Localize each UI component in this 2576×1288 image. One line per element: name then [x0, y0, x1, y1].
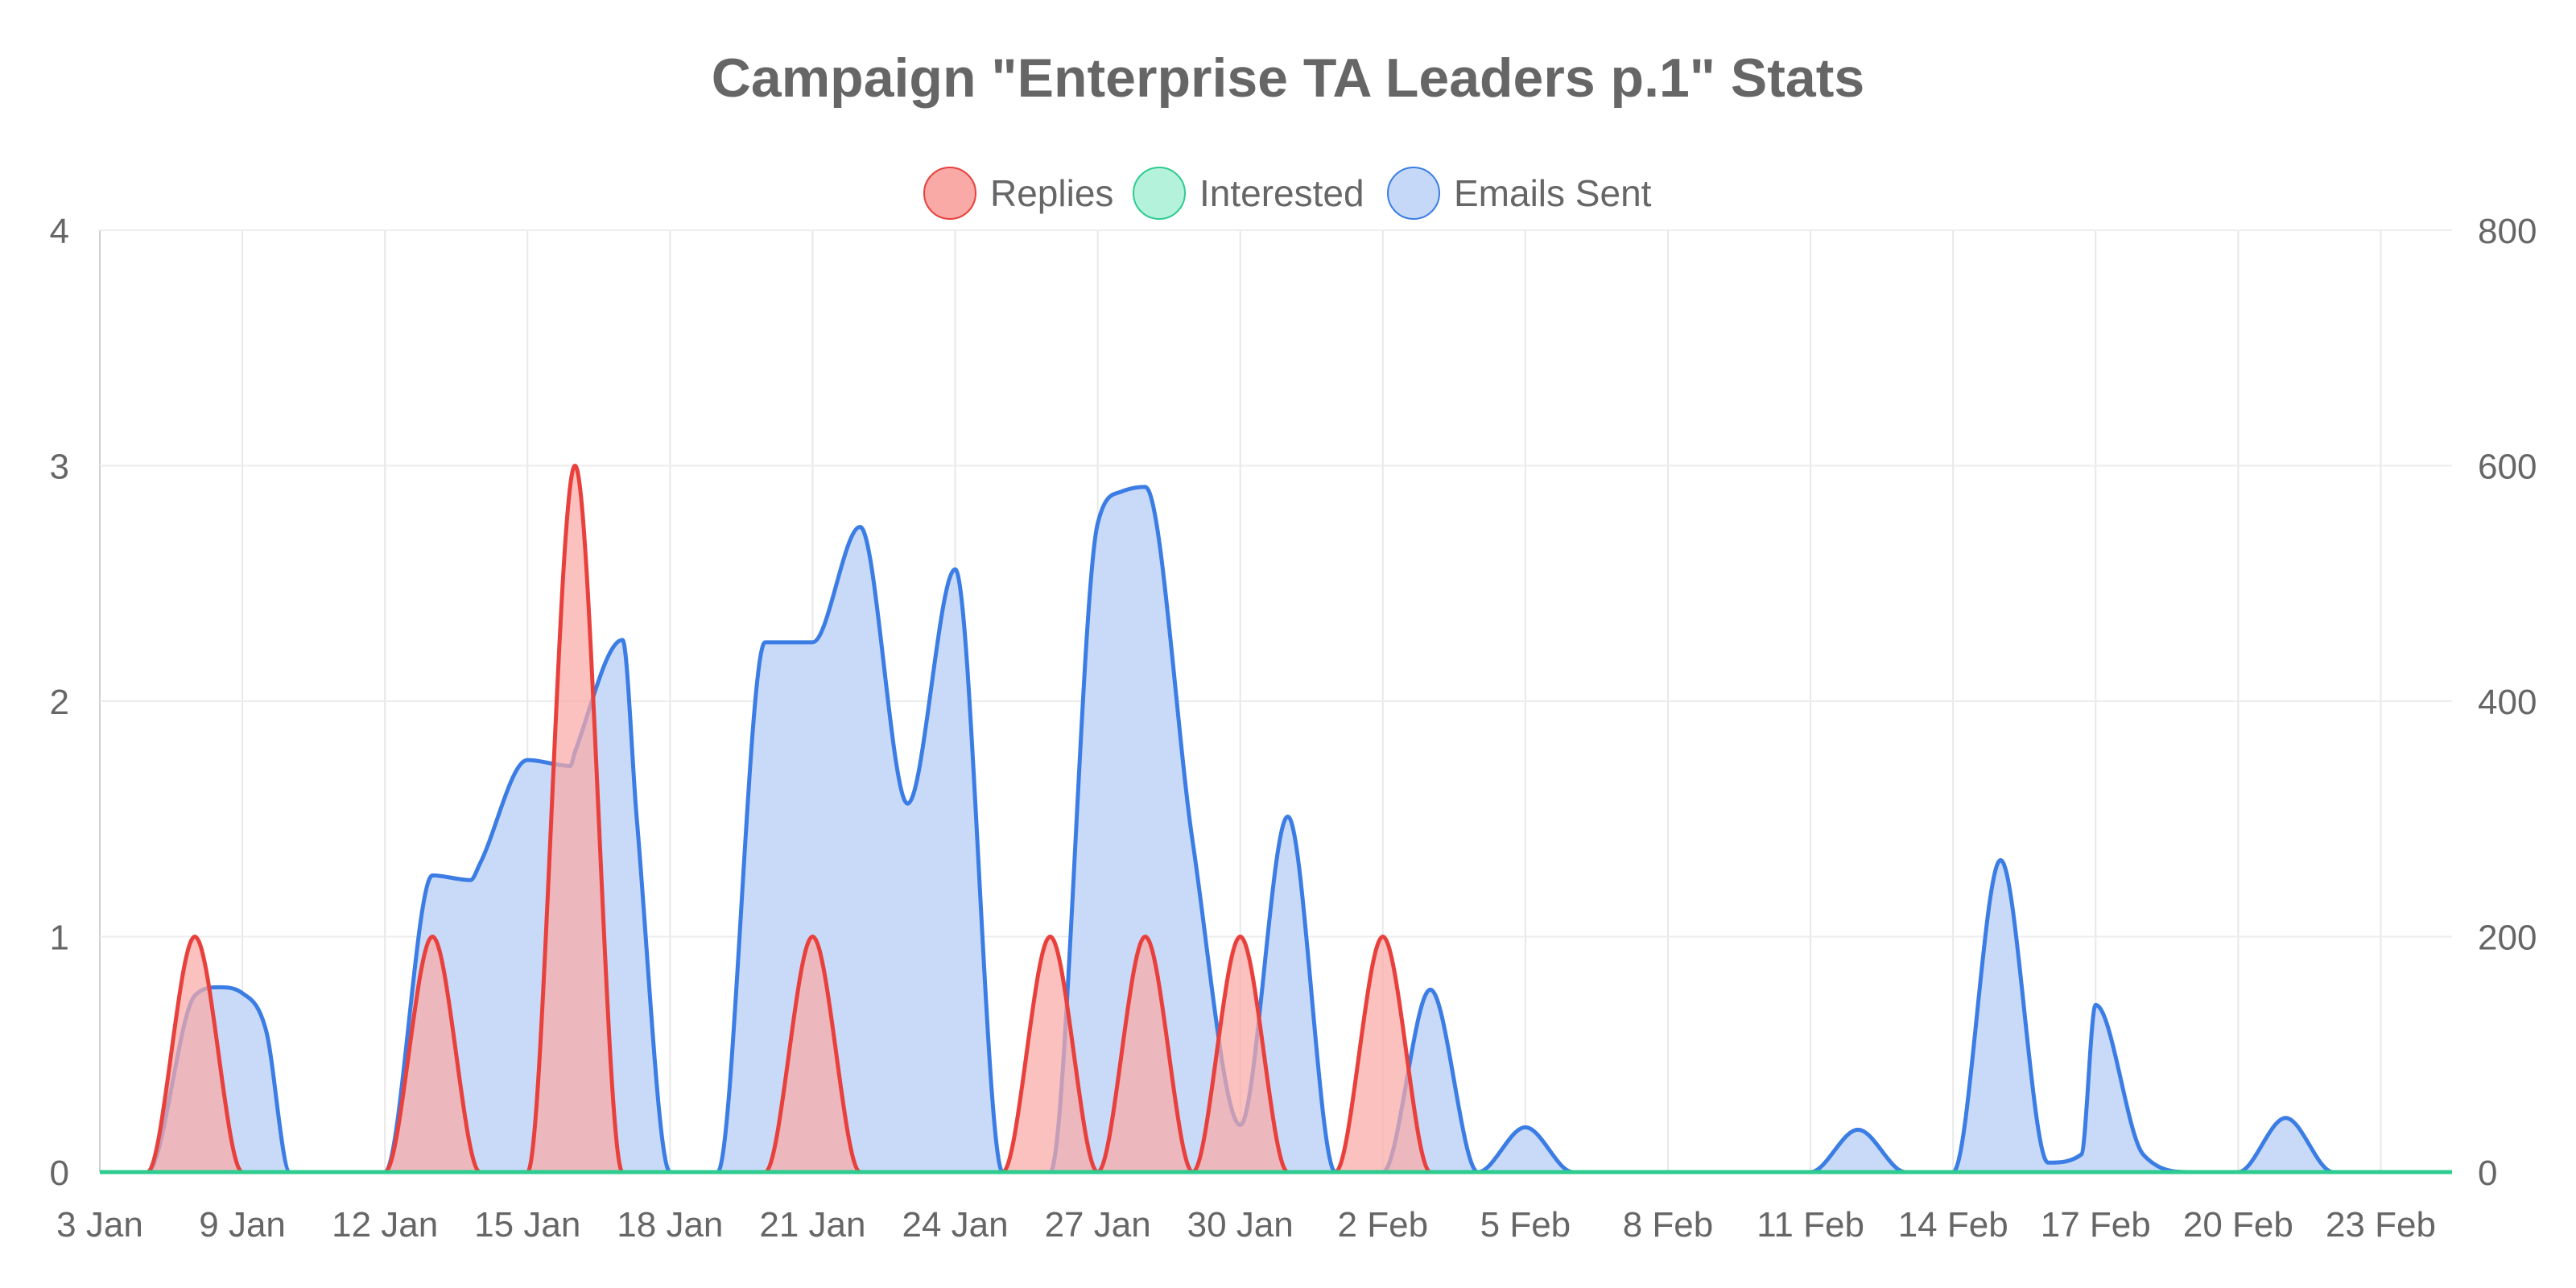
legend-swatch-replies: [923, 167, 976, 220]
y-right-tick-label: 200: [2478, 919, 2537, 958]
series-line-emails-sent: [100, 485, 2453, 1174]
x-tick-label: 14 Feb: [1898, 1205, 2008, 1245]
x-tick-label: 17 Feb: [2041, 1205, 2151, 1245]
y-left-tick-label: 1: [50, 919, 69, 958]
series-layer: [100, 464, 2453, 1174]
axis-layer: 3 Jan 9 Jan 12 Jan 15 Jan 18 Jan 21 Jan 24 Jan…: [50, 212, 2537, 1245]
x-tick-label: 3 Jan: [56, 1205, 143, 1245]
legend-label-replies: Replies: [990, 172, 1113, 214]
legend: Replies Interested Emails Sent: [923, 167, 1652, 220]
chart-title: Campaign "Enterprise TA Leaders p.1" Sta…: [712, 47, 1864, 109]
x-tick-label: 30 Jan: [1187, 1205, 1294, 1245]
x-tick-label: 21 Jan: [759, 1205, 865, 1245]
x-tick-label: 20 Feb: [2183, 1205, 2293, 1245]
y-left-tick-label: 0: [50, 1154, 69, 1193]
legend-item-interested: Interested: [1133, 167, 1364, 220]
x-tick-label: 15 Jan: [474, 1205, 580, 1245]
x-tick-label: 8 Feb: [1623, 1205, 1714, 1245]
legend-label-emails-sent: Emails Sent: [1454, 172, 1652, 214]
series-area-replies: [100, 465, 2452, 1172]
y-left-tick-label: 3: [50, 448, 69, 487]
legend-item-emails-sent: Emails Sent: [1387, 167, 1652, 220]
x-tick-label: 2 Feb: [1338, 1205, 1429, 1245]
x-tick-label: 5 Feb: [1480, 1205, 1571, 1245]
y-left-tick-label: 2: [50, 683, 69, 722]
y-right-tick-label: 600: [2478, 448, 2537, 487]
x-tick-label: 27 Jan: [1045, 1205, 1151, 1245]
x-tick-label: 24 Jan: [902, 1205, 1008, 1245]
legend-label-interested: Interested: [1199, 172, 1364, 214]
legend-swatch-emails-sent: [1387, 167, 1440, 220]
y-right-tick-label: 400: [2478, 683, 2537, 722]
y-right-tick-label: 800: [2478, 212, 2537, 251]
legend-item-replies: Replies: [923, 167, 1113, 220]
x-tick-label: 23 Feb: [2326, 1205, 2436, 1245]
x-tick-label: 11 Feb: [1757, 1205, 1864, 1245]
x-tick-label: 12 Jan: [332, 1205, 438, 1245]
y-right-tick-label: 0: [2478, 1154, 2497, 1193]
x-tick-label: 9 Jan: [199, 1205, 286, 1245]
y-left-tick-label: 4: [50, 212, 69, 251]
x-tick-label: 18 Jan: [617, 1205, 723, 1245]
legend-swatch-interested: [1133, 167, 1186, 220]
